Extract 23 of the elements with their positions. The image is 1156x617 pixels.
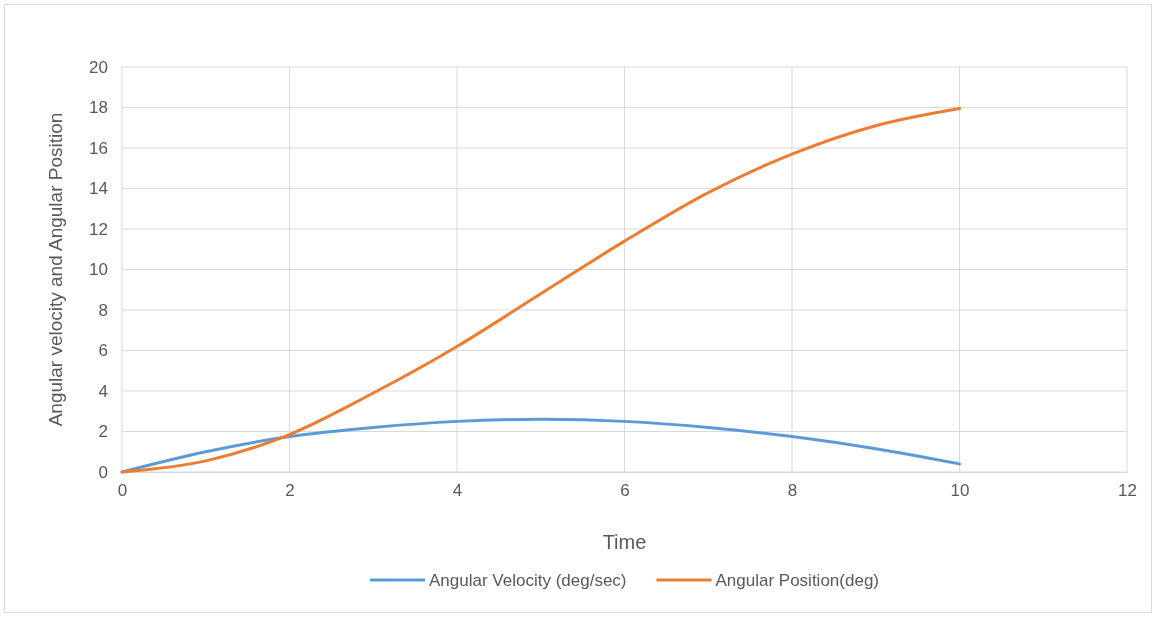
y-tick-label: 0	[98, 462, 108, 482]
y-tick-label: 8	[98, 300, 108, 320]
y-tick-label: 20	[89, 57, 108, 77]
x-tick-label: 4	[452, 481, 463, 501]
x-tick-label: 10	[950, 481, 970, 501]
x-tick-label: 2	[285, 481, 295, 501]
y-tick-label: 4	[98, 381, 108, 401]
legend-label: Angular Position(deg)	[715, 571, 879, 590]
y-tick-label: 16	[89, 138, 108, 158]
x-tick-label: 6	[620, 481, 630, 501]
y-tick-label: 12	[89, 219, 108, 239]
y-tick-label: 2	[98, 422, 108, 442]
legend-label: Angular Velocity (deg/sec)	[429, 571, 627, 590]
y-tick-label: 10	[89, 260, 108, 280]
line-series	[120, 107, 961, 474]
x-tick-label: 12	[1118, 481, 1137, 501]
y-tick-label: 14	[89, 179, 108, 199]
y-axis-title: Angular velocity and Angular Position	[45, 112, 66, 427]
y-tick-label: 6	[98, 341, 108, 361]
y-tick-label: 18	[89, 98, 108, 118]
x-tick-label: 0	[117, 481, 128, 501]
x-axis-title: Time	[602, 531, 647, 553]
x-tick-label: 8	[787, 481, 798, 501]
